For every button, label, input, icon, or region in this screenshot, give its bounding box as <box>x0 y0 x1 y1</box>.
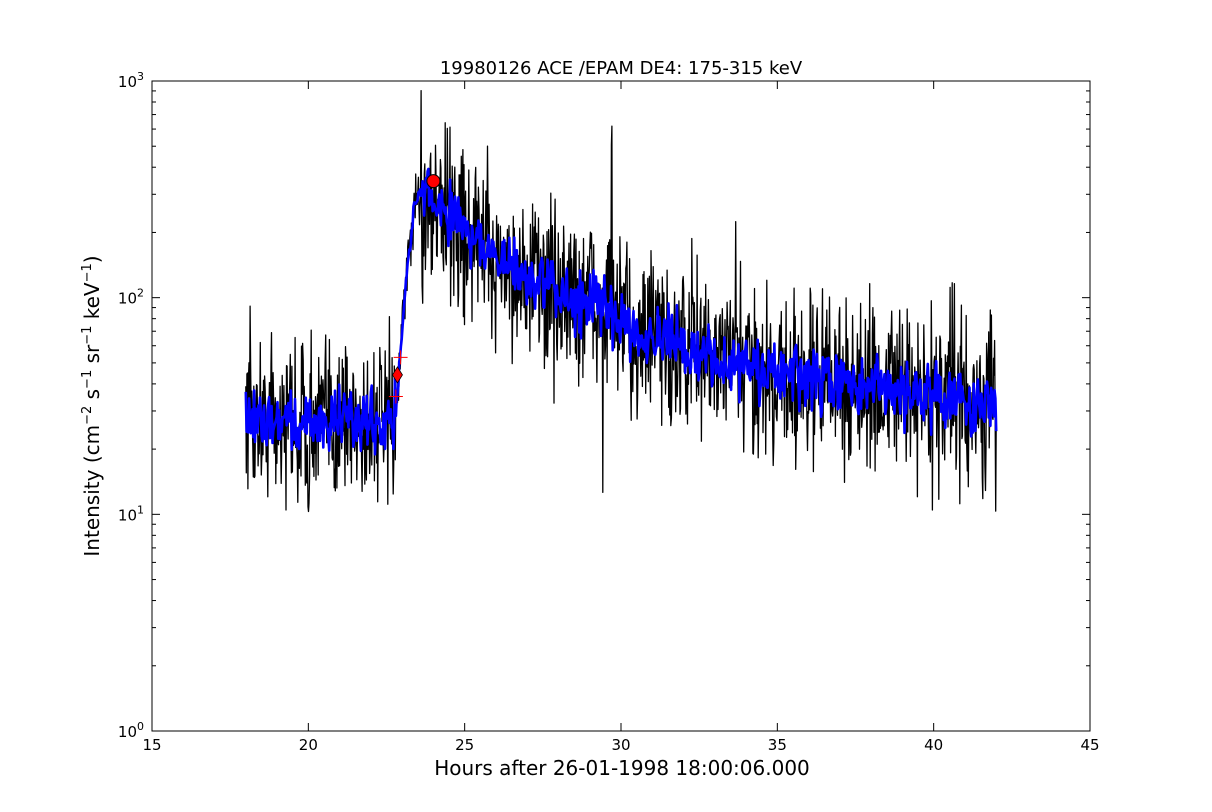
x-tick-label: 45 <box>1080 736 1099 754</box>
y-axis: 100 101 102 103 <box>118 70 1090 741</box>
onset-marker <box>391 366 403 384</box>
x-tick-label: 30 <box>611 736 630 754</box>
y-tick-label: 102 <box>118 287 144 308</box>
y-axis-label: Intensity (cm−2 s−1 sr−1 keV−1) <box>80 255 104 556</box>
x-axis-label: Hours after 26-01-1998 18:00:06.000 <box>434 756 810 780</box>
y-tick-label: 101 <box>118 503 144 524</box>
series-line <box>244 167 998 456</box>
x-tick-label: 20 <box>299 736 318 754</box>
error-marker <box>393 350 408 365</box>
x-axis: 15 20 25 30 35 40 45 <box>142 81 1100 754</box>
x-tick-label: 35 <box>768 736 787 754</box>
chart-title: 19980126 ACE /EPAM DE4: 175-315 keV <box>440 58 803 79</box>
x-tick-label: 25 <box>455 736 474 754</box>
plot-area <box>244 89 998 513</box>
x-tick-label: 15 <box>142 736 161 754</box>
x-tick-label: 40 <box>924 736 943 754</box>
y-tick-label: 100 <box>118 720 144 741</box>
peak-marker <box>426 174 441 189</box>
error-marker <box>388 389 403 404</box>
y-tick-label: 103 <box>118 70 144 91</box>
